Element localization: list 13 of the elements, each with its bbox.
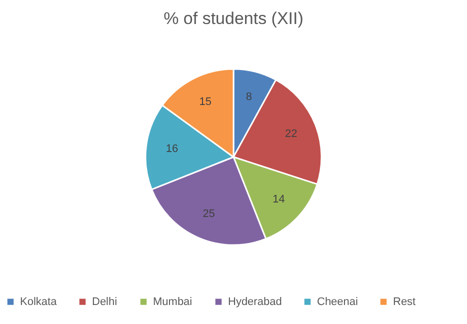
legend-label: Mumbai [153,296,192,308]
data-label: 15 [199,96,212,108]
chart-title: % of students (XII) [164,9,304,28]
legend-label: Rest [393,296,416,308]
data-label: 22 [285,128,298,140]
data-label: 14 [272,193,285,206]
legend-label: Kolkata [20,296,58,308]
data-label: 8 [246,90,252,103]
legend-label: Cheenai [317,296,358,308]
legend-label: Delhi [92,296,118,308]
legend-label: Hyderabad [228,296,282,308]
data-label: 16 [166,143,178,156]
data-label: 25 [202,208,215,220]
